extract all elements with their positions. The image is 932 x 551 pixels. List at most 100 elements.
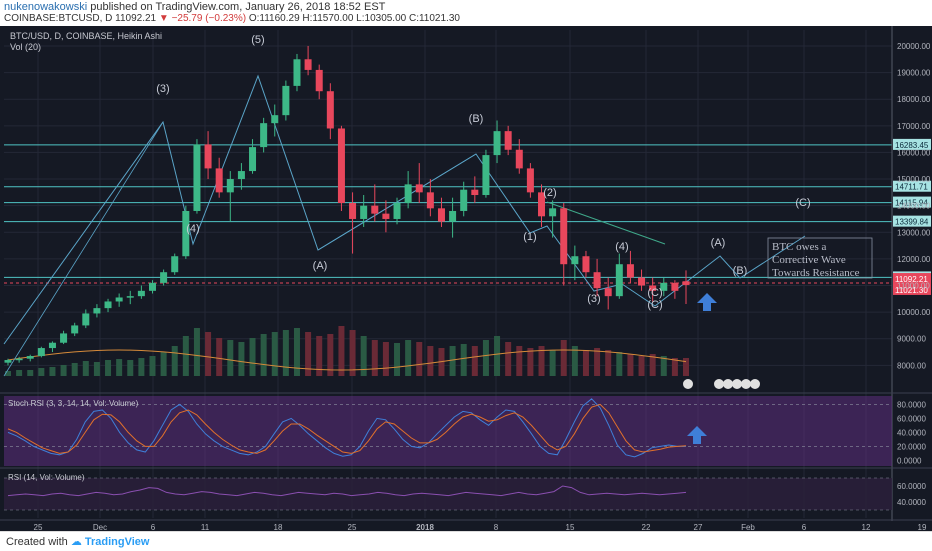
volume-bar [460, 344, 467, 376]
volume-bar [127, 360, 134, 376]
candle-body [482, 155, 490, 196]
tradingview-logo[interactable]: TradingView [84, 536, 150, 548]
price-chart-svg[interactable]: 16283.4514711.7114115.9413399.8411303.85… [0, 26, 932, 531]
price-tick-label: 19000.00 [897, 69, 931, 78]
wave-label: (5) [251, 34, 264, 46]
candle-body [226, 179, 234, 193]
volume-bar [205, 332, 212, 376]
volume-bar [5, 371, 11, 376]
candle-body [148, 282, 156, 291]
up-arrow-icon-stoch [687, 426, 707, 444]
volume-bar [282, 330, 289, 376]
price-tick-label: 9000.00 [897, 335, 926, 344]
candle-body [349, 203, 357, 219]
chart-title: BTC/USD, D, COINBASE, Heikin Ashi [10, 31, 162, 41]
rsi-legend: RSI (14, Vol: Volume) [8, 473, 85, 482]
volume-bar [38, 368, 45, 376]
annotation-box [767, 237, 873, 279]
wave-label: (3) [587, 293, 600, 305]
candle-body [649, 285, 657, 291]
stoch-tick-label: 60.0000 [897, 414, 926, 423]
candle-body [382, 213, 390, 219]
candle-body [37, 348, 45, 357]
publish-text: published on TradingView.com, January 26… [87, 1, 386, 13]
candle-body [271, 115, 279, 124]
time-axis: 25 Dec 6 11 18 25 2018 8 15 22 27 Feb 6 12 19 [0, 519, 932, 531]
annotation-line-3: Towards Resistance [772, 267, 860, 279]
candle-body [115, 297, 123, 302]
candle-body [538, 192, 546, 217]
price-tick-label: 11000.00 [897, 282, 930, 291]
volume-bar [249, 338, 256, 376]
price-flag-label: 11021.30 [895, 286, 928, 295]
stoch-band [4, 396, 892, 466]
stoch-line-d [7, 403, 687, 454]
volume-bar [582, 350, 589, 376]
price-flag-bg [893, 196, 931, 208]
candle-body [4, 360, 12, 363]
volume-bar [549, 350, 556, 376]
candle-body [493, 131, 501, 156]
price-flag-bg [893, 138, 931, 150]
volume-bar [683, 358, 689, 376]
price-tick-label: 18000.00 [897, 95, 931, 104]
candle-body [671, 282, 679, 291]
wave-label: (C) [647, 287, 662, 299]
candle-body [615, 264, 623, 297]
volume-bar [338, 326, 345, 376]
event-icon [723, 379, 733, 389]
candle-body [593, 272, 601, 289]
event-icon [732, 379, 742, 389]
candle-body [249, 147, 257, 172]
rsi-tick-label: 40.0000 [897, 498, 926, 507]
wave-line [3, 74, 806, 345]
price-tick-label: 12000.00 [897, 255, 931, 264]
volume-bar [638, 356, 645, 376]
candle-body [160, 272, 168, 283]
candle-body [82, 313, 90, 326]
price-tick-label: 10000.00 [897, 308, 931, 317]
price-tick-label: 14000.00 [897, 202, 931, 211]
volume-bar [327, 334, 334, 376]
stoch-tick-label: 80.0000 [897, 400, 926, 409]
volume-bar [116, 359, 123, 376]
candle-body [337, 128, 345, 203]
symbol-label: COINBASE:BTCUSD, D [4, 13, 113, 24]
volume-bar [349, 330, 356, 376]
event-icons[interactable] [683, 379, 760, 389]
candle-body [326, 91, 334, 129]
price-change: ▼ −25.79 (−0.23%) [158, 13, 247, 24]
time-tick-label: 6 [802, 523, 807, 531]
time-tick-label: 19 [918, 523, 927, 531]
chart-area[interactable]: 16283.4514711.7114115.9413399.8411303.85… [0, 26, 932, 531]
candle-body [471, 189, 479, 196]
candle-body [682, 281, 690, 285]
candle-body [582, 256, 590, 273]
wave-label: (2) [543, 187, 556, 199]
volume-bar [516, 346, 523, 376]
time-tick-label: 11 [201, 523, 210, 531]
candle-body [137, 290, 145, 297]
volume-bar [605, 350, 612, 376]
price-flag-label: 13399.84 [895, 218, 929, 227]
volume-bar [60, 365, 67, 376]
candle-body [560, 208, 568, 265]
candle-body [437, 208, 445, 222]
price-flag-label: 16283.45 [895, 141, 929, 150]
footer-bar: Created with ☁ TradingView [0, 531, 932, 551]
volume-bar [360, 336, 367, 376]
candle-body [515, 149, 523, 169]
candle-body [571, 256, 579, 265]
wave-label: (4) [615, 241, 628, 253]
last-price: 11092.21 [115, 13, 157, 24]
candle-body [404, 184, 412, 203]
ohlc-values: O:11160.29 H:11570.00 L:10305.00 C:11021… [248, 13, 460, 24]
price-tick-label: 16000.00 [897, 148, 931, 157]
time-tick-label: 8 [494, 523, 499, 531]
candle-body [293, 59, 301, 86]
author-link[interactable]: nukenowakowski [4, 1, 88, 13]
candle-body [93, 308, 101, 314]
price-flag-bg [893, 215, 931, 227]
time-tick-label: 27 [694, 523, 703, 531]
volume-bar [449, 346, 456, 376]
